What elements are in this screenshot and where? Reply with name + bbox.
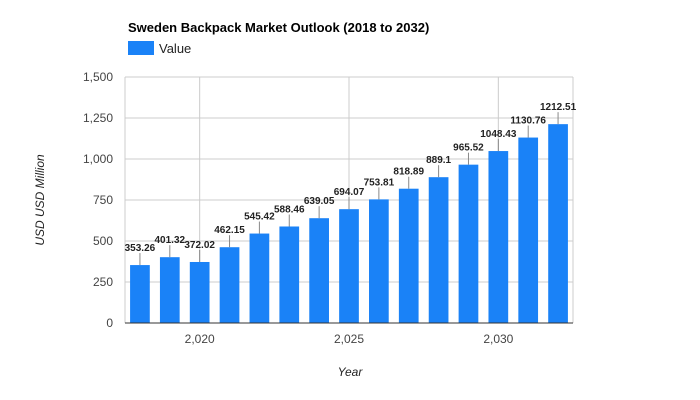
bar <box>458 164 479 323</box>
data-label: 1130.76 <box>510 116 546 127</box>
data-label: 353.26 <box>125 243 156 254</box>
bar <box>339 209 359 323</box>
y-axis-ticks: 0 250 500 750 1,000 1,250 1,500 <box>83 70 113 330</box>
legend-label: Value <box>159 41 191 56</box>
data-label: 639.05 <box>304 196 335 207</box>
bar <box>279 226 300 323</box>
bar <box>369 199 389 323</box>
data-label: 545.42 <box>244 212 275 223</box>
bar <box>309 218 329 323</box>
data-label: 401.32 <box>155 235 186 246</box>
data-label: 965.52 <box>453 143 484 154</box>
bar <box>518 137 539 323</box>
data-label: 462.15 <box>214 225 245 236</box>
x-tick-label: 2,030 <box>483 332 513 346</box>
x-axis-ticks: 2,020 2,025 2,030 <box>185 332 514 346</box>
bar <box>488 151 509 323</box>
data-label: 1212.51 <box>540 102 577 113</box>
y-tick-label: 1,250 <box>83 111 113 125</box>
data-label: 818.89 <box>393 167 424 178</box>
y-tick-label: 1,000 <box>83 152 113 166</box>
y-tick-label: 0 <box>106 316 113 330</box>
bar <box>428 177 449 323</box>
legend-swatch <box>128 41 154 55</box>
bar <box>159 257 180 323</box>
data-label: 889.1 <box>426 155 451 166</box>
y-tick-label: 750 <box>93 193 113 207</box>
data-label: 372.02 <box>184 240 215 251</box>
bar <box>548 124 568 323</box>
x-tick-label: 2,025 <box>334 332 364 346</box>
data-label: 588.46 <box>274 204 305 215</box>
bar <box>219 247 240 323</box>
data-label: 1048.43 <box>480 129 517 140</box>
y-tick-label: 500 <box>93 234 113 248</box>
x-tick-label: 2,020 <box>185 332 215 346</box>
bar <box>189 261 210 323</box>
data-label: 694.07 <box>334 187 365 198</box>
chart-title: Sweden Backpack Market Outlook (2018 to … <box>128 20 429 35</box>
y-tick-label: 250 <box>93 275 113 289</box>
bar <box>398 188 419 323</box>
bar <box>130 265 150 323</box>
data-label: 753.81 <box>364 177 395 188</box>
y-axis-title: USD USD Million <box>33 154 47 246</box>
x-axis-title: Year <box>338 365 364 379</box>
bars <box>130 124 568 323</box>
bar <box>249 233 270 323</box>
y-tick-label: 1,500 <box>83 70 113 84</box>
